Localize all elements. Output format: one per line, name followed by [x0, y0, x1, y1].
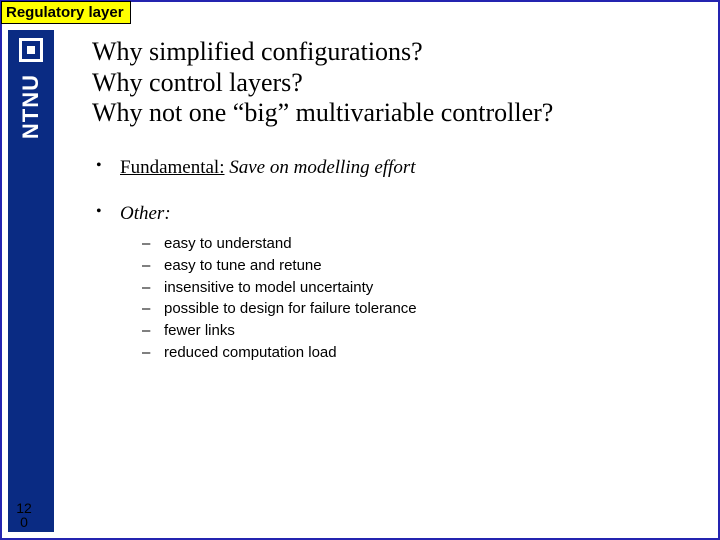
- sub-item: easy to understand: [120, 233, 698, 255]
- title-line-1: Why simplified configurations?: [92, 37, 698, 68]
- bullet-fundamental-text: Save on modelling effort: [229, 157, 415, 178]
- ntnu-logo-inner: [27, 46, 35, 54]
- slide-title: Why simplified configurations? Why contr…: [92, 37, 698, 129]
- bullet-list-level2: easy to understand easy to tune and retu…: [120, 233, 698, 364]
- sub-item: fewer links: [120, 320, 698, 342]
- title-line-3: Why not one “big” multivariable controll…: [92, 98, 698, 129]
- page-number: 12 0: [14, 501, 34, 530]
- bullet-fundamental-label: Fundamental:: [120, 157, 224, 178]
- section-tab-label: Regulatory layer: [6, 4, 124, 21]
- page-number-top: 12: [14, 501, 34, 516]
- ntnu-logo-icon: [19, 38, 43, 62]
- content-area: Why simplified configurations? Why contr…: [92, 37, 698, 518]
- bullet-other-label: Other:: [120, 203, 171, 224]
- section-tab: Regulatory layer: [1, 1, 131, 24]
- title-line-2: Why control layers?: [92, 68, 698, 99]
- page-number-bottom: 0: [14, 515, 34, 530]
- slide-frame: Regulatory layer NTNU Why simplified con…: [0, 0, 720, 540]
- sub-item: easy to tune and retune: [120, 255, 698, 277]
- sub-item: reduced computation load: [120, 342, 698, 364]
- sub-item: possible to design for failure tolerance: [120, 298, 698, 320]
- bullet-fundamental: Fundamental: Save on modelling effort: [92, 157, 698, 179]
- bullet-other: Other: easy to understand easy to tune a…: [92, 203, 698, 364]
- sub-item: insensitive to model uncertainty: [120, 277, 698, 299]
- ntnu-wordmark: NTNU: [18, 74, 44, 139]
- bullet-list-level1: Fundamental: Save on modelling effort Ot…: [92, 157, 698, 364]
- sidebar: NTNU: [8, 30, 54, 532]
